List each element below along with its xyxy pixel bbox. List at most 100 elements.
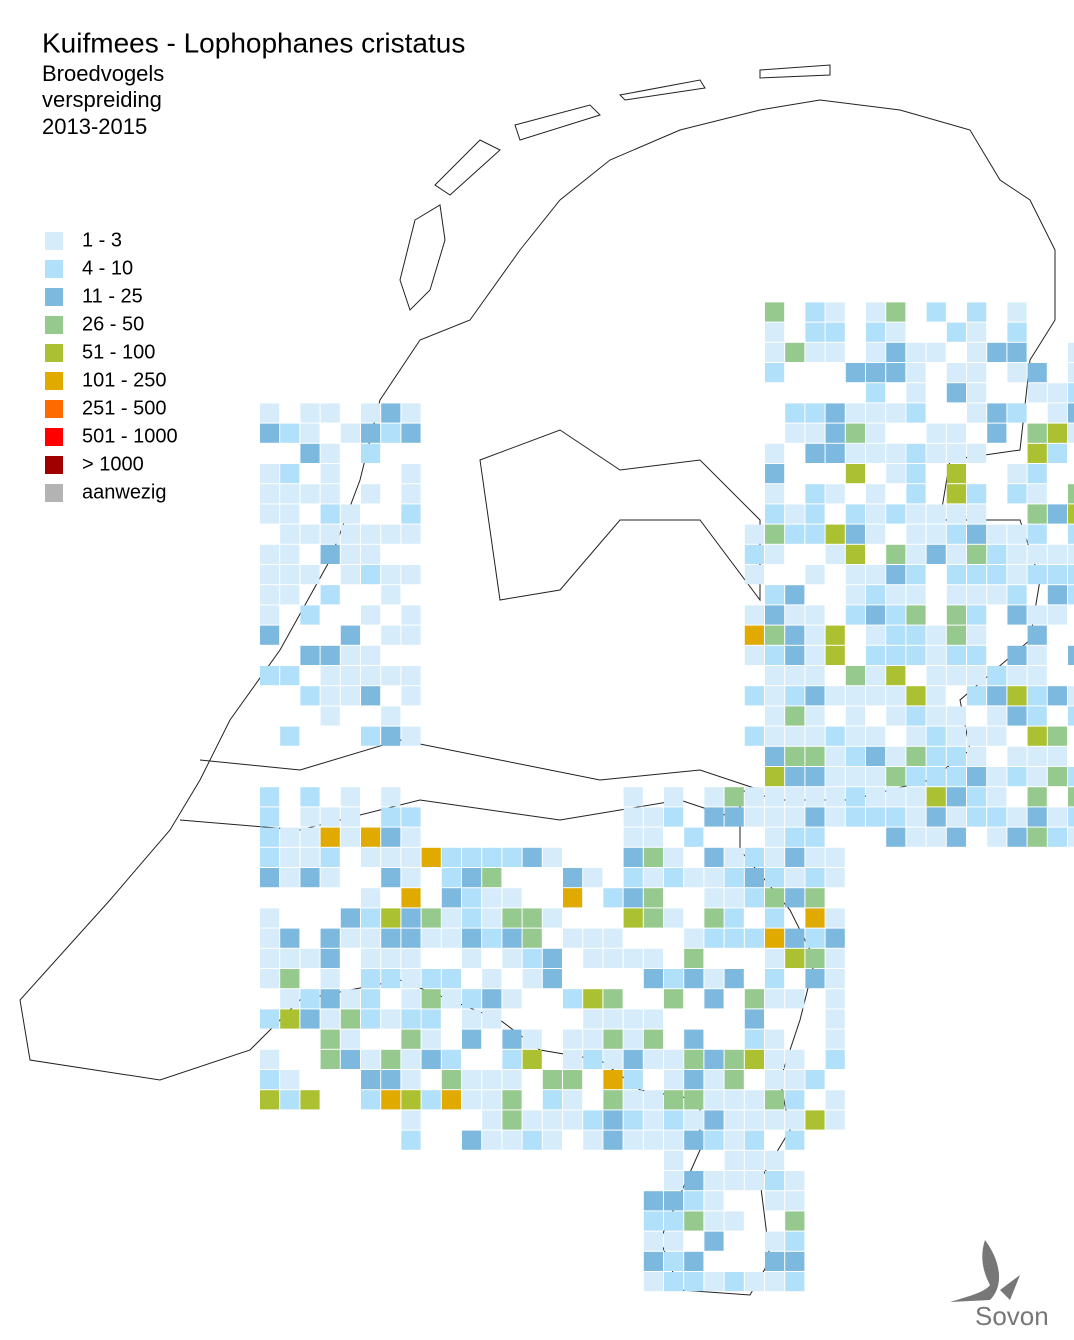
grid-cell bbox=[805, 868, 825, 888]
grid-cell bbox=[1027, 686, 1047, 706]
grid-cell bbox=[744, 645, 764, 665]
grid-cell bbox=[926, 625, 946, 645]
grid-cell bbox=[361, 1090, 381, 1110]
grid-cell bbox=[320, 1029, 340, 1049]
grid-cell bbox=[502, 1049, 522, 1069]
grid-cell bbox=[280, 1090, 300, 1110]
grid-cell bbox=[724, 1049, 744, 1069]
grid-cell bbox=[502, 1130, 522, 1150]
grid-cell bbox=[765, 1251, 785, 1271]
grid-cell bbox=[926, 726, 946, 746]
grid-cell bbox=[643, 1272, 663, 1292]
country-outline bbox=[19, 64, 1056, 1296]
grid-cell bbox=[967, 767, 987, 787]
grid-cell bbox=[381, 423, 401, 443]
grid-cell bbox=[765, 322, 785, 342]
grid-cell bbox=[744, 989, 764, 1009]
grid-cell bbox=[1027, 625, 1047, 645]
grid-cell bbox=[401, 1029, 421, 1049]
grid-cell bbox=[603, 1070, 623, 1090]
grid-cell bbox=[1007, 484, 1027, 504]
grid-cell bbox=[643, 1231, 663, 1251]
grid-cell bbox=[502, 948, 522, 968]
map-title: Kuifmees - Lophophanes cristatus bbox=[42, 27, 465, 58]
grid-cell bbox=[260, 1090, 280, 1110]
grid-cell bbox=[987, 524, 1007, 544]
grid-cell bbox=[765, 1171, 785, 1191]
grid-cell bbox=[724, 928, 744, 948]
grid-cell bbox=[785, 1272, 805, 1292]
grid-cell bbox=[744, 868, 764, 888]
grid-cell bbox=[320, 928, 340, 948]
legend: 1 - 3 4 - 10 11 - 25 26 - 50 51 - 100 101 - 2… bbox=[45, 229, 178, 503]
grid-cell bbox=[280, 928, 300, 948]
grid-cell bbox=[765, 1231, 785, 1251]
grid-cell bbox=[825, 625, 845, 645]
grid-cell bbox=[906, 686, 926, 706]
grid-cell bbox=[886, 706, 906, 726]
grid-cell bbox=[320, 969, 340, 989]
grid-cell bbox=[643, 868, 663, 888]
grid-cell bbox=[300, 807, 320, 827]
grid-cell bbox=[563, 868, 583, 888]
grid-cell bbox=[320, 989, 340, 1009]
grid-cell bbox=[1047, 504, 1067, 524]
grid-cell bbox=[946, 767, 966, 787]
grid-cell bbox=[462, 1090, 482, 1110]
grid-cell bbox=[542, 948, 562, 968]
grid-cell bbox=[664, 908, 684, 928]
grid-cell bbox=[744, 726, 764, 746]
grid-cell bbox=[926, 807, 946, 827]
grid-cell bbox=[260, 585, 280, 605]
grid-cell bbox=[300, 868, 320, 888]
grid-cell bbox=[441, 908, 461, 928]
grid-cell bbox=[866, 807, 886, 827]
grid-cell bbox=[462, 888, 482, 908]
grid-cell bbox=[623, 1070, 643, 1090]
grid-cell bbox=[361, 645, 381, 665]
grid-cell bbox=[684, 1070, 704, 1090]
grid-cell bbox=[300, 403, 320, 423]
grid-cell bbox=[744, 1049, 764, 1069]
grid-cell bbox=[300, 605, 320, 625]
grid-cell bbox=[361, 443, 381, 463]
grid-cell bbox=[825, 726, 845, 746]
grid-cell bbox=[926, 342, 946, 362]
grid-cell bbox=[886, 746, 906, 766]
grid-cell bbox=[987, 666, 1007, 686]
grid-cell bbox=[1027, 524, 1047, 544]
grid-cell bbox=[765, 443, 785, 463]
grid-cell bbox=[542, 1070, 562, 1090]
grid-cell bbox=[1027, 706, 1047, 726]
grid-cell bbox=[906, 767, 926, 787]
grid-cell bbox=[704, 847, 724, 867]
grid-cell bbox=[866, 504, 886, 524]
grid-cell bbox=[381, 1070, 401, 1090]
legend-label: 251 - 500 bbox=[82, 397, 167, 419]
grid-cell bbox=[643, 948, 663, 968]
grid-cell bbox=[643, 847, 663, 867]
grid-cell bbox=[1007, 706, 1027, 726]
grid-cell bbox=[946, 544, 966, 564]
grid-cell bbox=[502, 989, 522, 1009]
legend-swatch bbox=[45, 344, 63, 362]
grid-cell bbox=[583, 948, 603, 968]
grid-cell bbox=[1027, 746, 1047, 766]
grid-cell bbox=[866, 726, 886, 746]
grid-cell bbox=[260, 807, 280, 827]
grid-cell bbox=[946, 645, 966, 665]
grid-cell bbox=[381, 807, 401, 827]
grid-cell bbox=[845, 807, 865, 827]
grid-cell bbox=[502, 908, 522, 928]
grid-cell bbox=[280, 948, 300, 968]
grid-cell bbox=[1007, 403, 1027, 423]
legend-label: 501 - 1000 bbox=[82, 425, 178, 447]
grid-cell bbox=[462, 1029, 482, 1049]
grid-cell bbox=[967, 524, 987, 544]
grid-cell bbox=[623, 1110, 643, 1130]
grid-cell bbox=[724, 1150, 744, 1170]
grid-cell bbox=[664, 807, 684, 827]
grid-cell bbox=[886, 504, 906, 524]
grid-cell bbox=[946, 706, 966, 726]
grid-cell bbox=[926, 524, 946, 544]
